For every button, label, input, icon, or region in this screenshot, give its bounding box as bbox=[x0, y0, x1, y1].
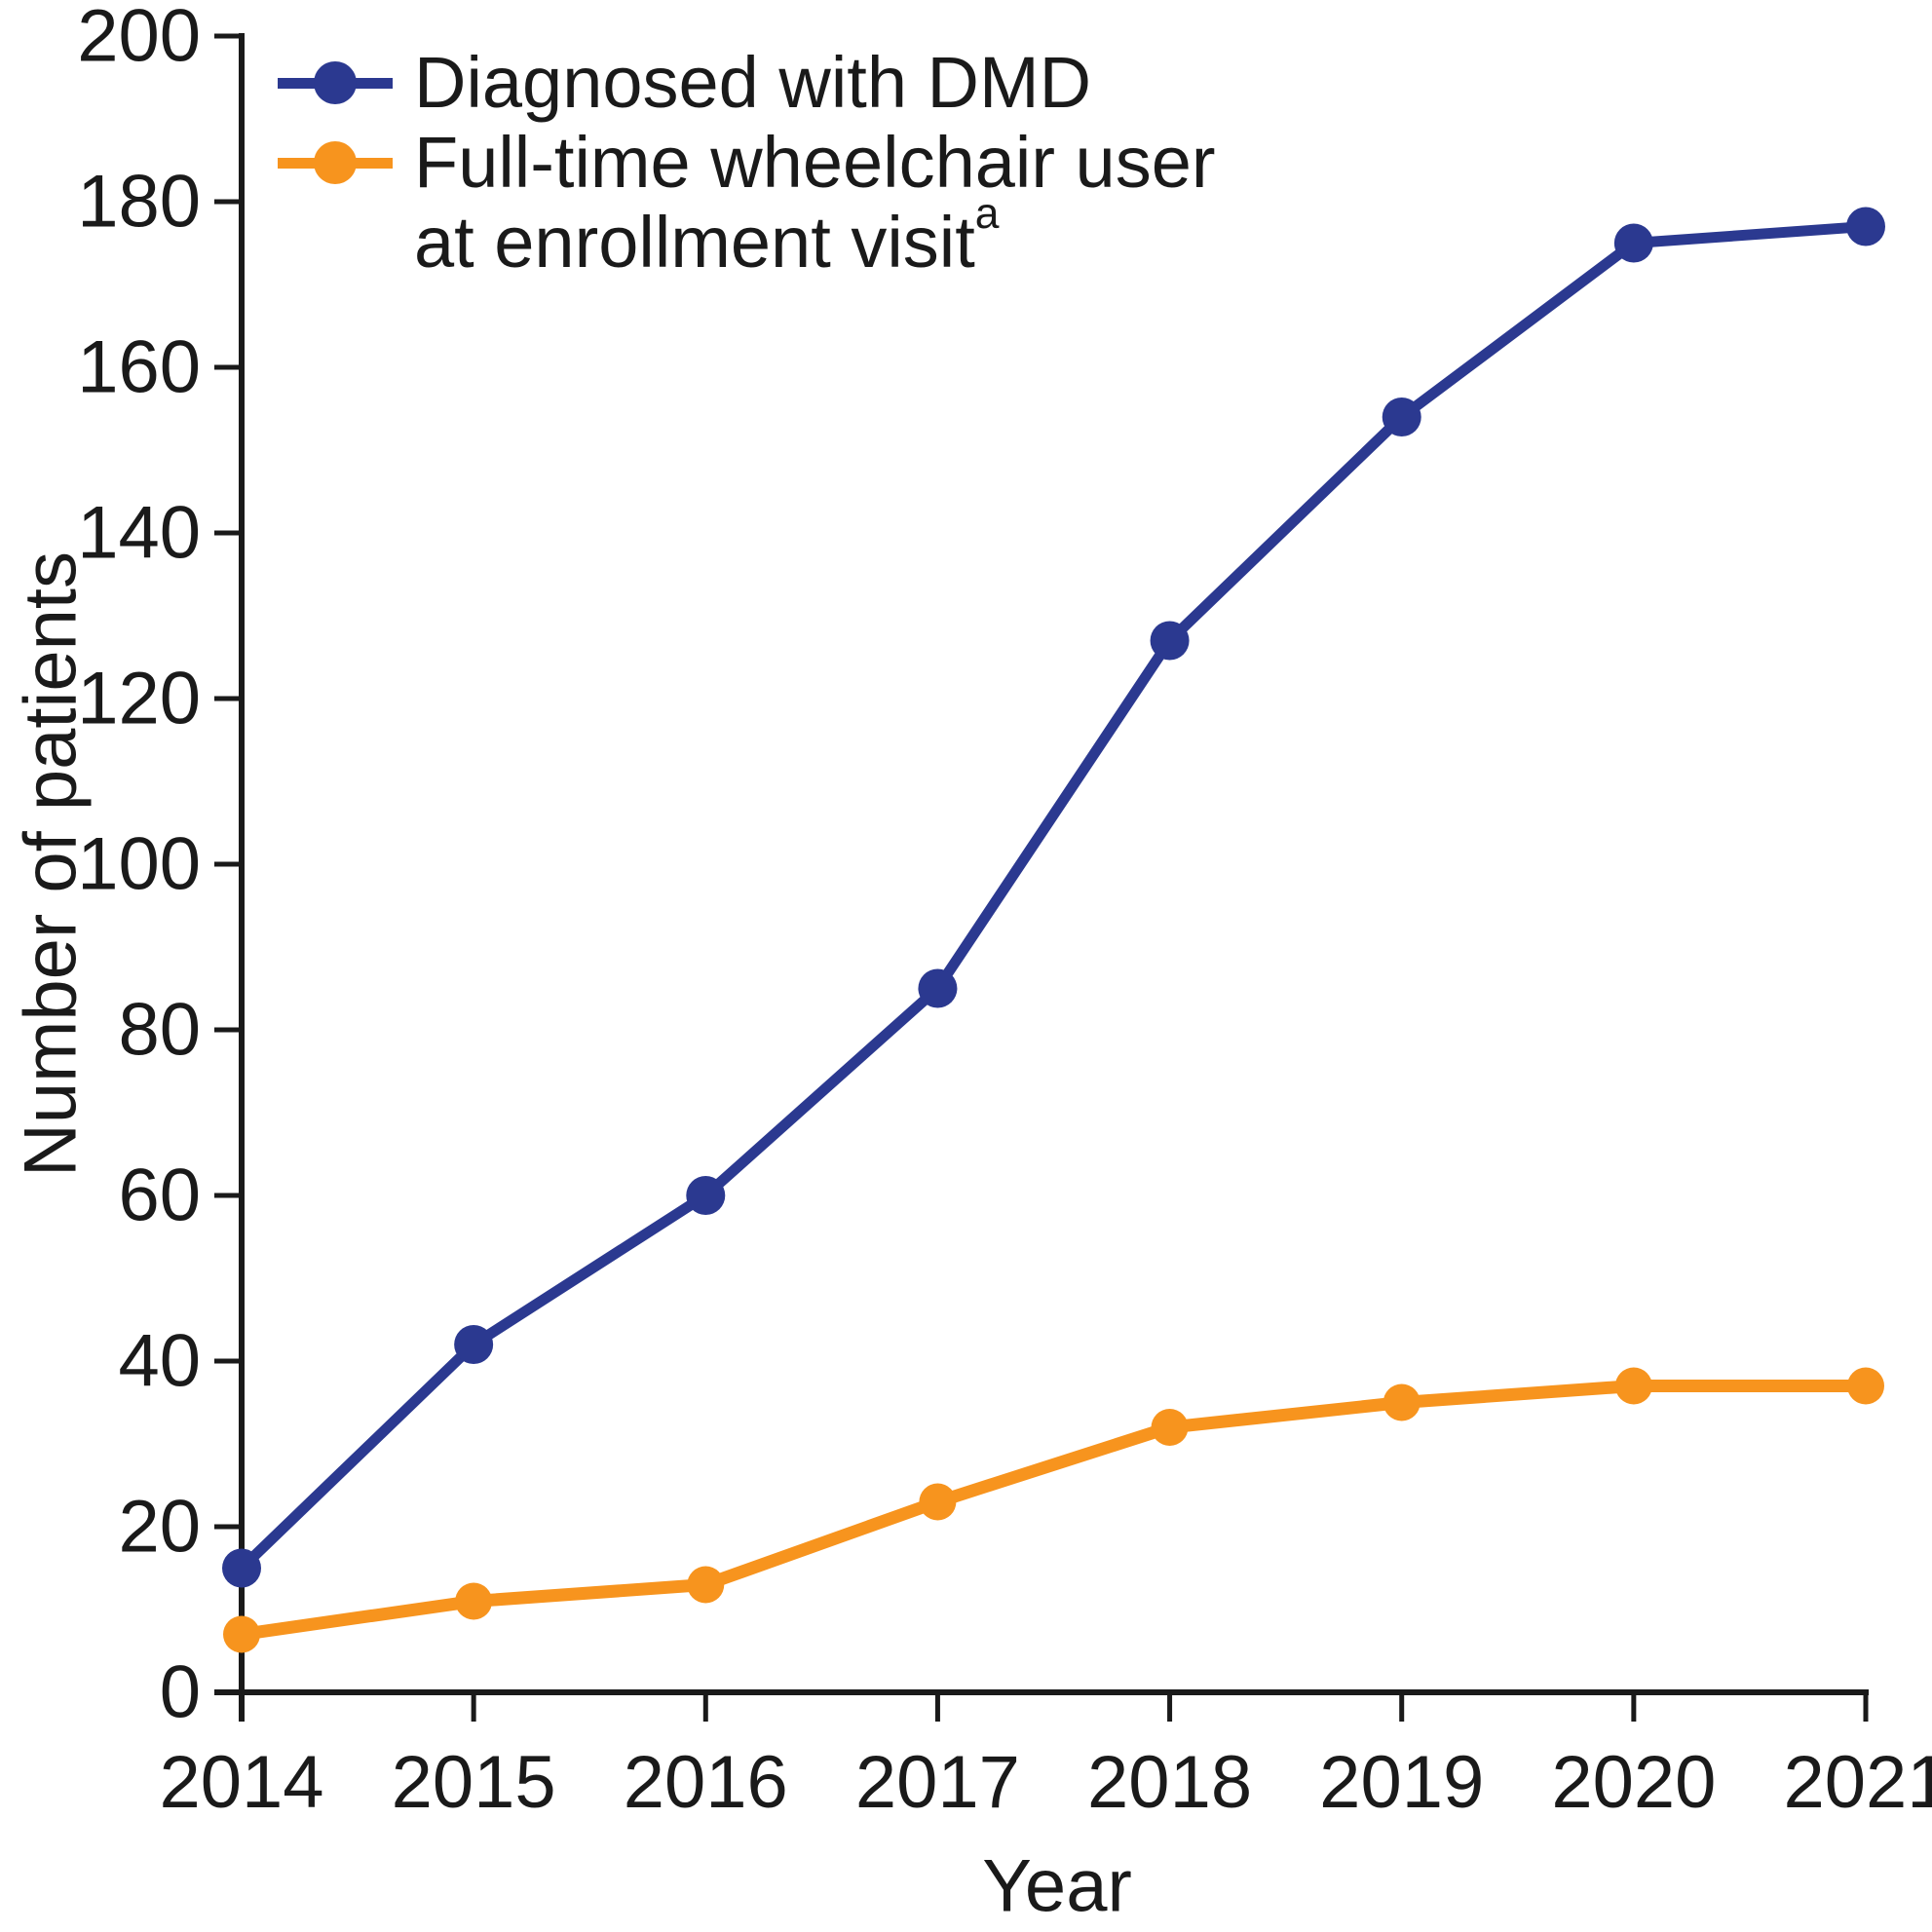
legend-dot-blue bbox=[314, 61, 357, 104]
data-point-full-time-wheelchair-user-at-enrollment-visit--2018 bbox=[1151, 1409, 1189, 1446]
y-tick-label: 140 bbox=[77, 492, 201, 575]
x-axis-title: Year bbox=[982, 1844, 1132, 1928]
legend-superscript-a: a bbox=[974, 189, 1000, 238]
y-tick-label: 180 bbox=[77, 161, 201, 244]
legend-label-diagnosed-text: Diagnosed with DMD bbox=[414, 42, 1092, 123]
x-tick-label: 2015 bbox=[392, 1741, 556, 1824]
x-tick-label: 2021 bbox=[1783, 1741, 1932, 1824]
data-point-diagnosed-with-dmd-2019 bbox=[1382, 398, 1421, 436]
y-tick-label: 80 bbox=[118, 989, 201, 1072]
legend-marker-orange-icon bbox=[278, 123, 393, 203]
y-axis-title: Number of patients bbox=[9, 550, 93, 1178]
y-tick-label: 0 bbox=[160, 1651, 201, 1734]
data-point-diagnosed-with-dmd-2018 bbox=[1150, 621, 1190, 661]
x-tick-label: 2020 bbox=[1551, 1741, 1716, 1824]
x-tick-label: 2019 bbox=[1319, 1741, 1484, 1824]
legend: Diagnosed with DMD Full-time wheelchair … bbox=[278, 43, 1216, 283]
y-tick-label: 60 bbox=[118, 1155, 201, 1237]
y-tick-label: 40 bbox=[118, 1320, 201, 1403]
x-tick-label: 2017 bbox=[855, 1741, 1020, 1824]
data-point-diagnosed-with-dmd-2016 bbox=[686, 1176, 726, 1215]
legend-entry-wheelchair: Full-time wheelchair user at enrollment … bbox=[278, 123, 1216, 283]
legend-marker-blue-icon bbox=[278, 43, 393, 123]
series-line-diagnosed-with-dmd bbox=[238, 221, 1867, 1572]
x-tick-label: 2018 bbox=[1087, 1741, 1252, 1824]
x-tick-label: 2016 bbox=[624, 1741, 788, 1824]
series-line-full-time-wheelchair-user-at-enrollment-visit- bbox=[241, 1380, 1866, 1641]
data-point-diagnosed-with-dmd-2020 bbox=[1613, 223, 1653, 263]
y-tick-label: 200 bbox=[77, 0, 201, 78]
data-point-full-time-wheelchair-user-at-enrollment-visit--2016 bbox=[687, 1566, 725, 1604]
y-tick-label: 100 bbox=[77, 823, 201, 906]
data-point-full-time-wheelchair-user-at-enrollment-visit--2021 bbox=[1847, 1367, 1884, 1405]
legend-dot-orange bbox=[314, 141, 357, 184]
data-point-full-time-wheelchair-user-at-enrollment-visit--2020 bbox=[1614, 1367, 1652, 1405]
data-point-diagnosed-with-dmd-2021 bbox=[1846, 207, 1885, 246]
legend-label-wheelchair-line2: at enrollment visit bbox=[414, 202, 975, 283]
legend-entry-diagnosed: Diagnosed with DMD bbox=[278, 43, 1216, 123]
data-point-full-time-wheelchair-user-at-enrollment-visit--2014 bbox=[223, 1615, 260, 1653]
data-point-full-time-wheelchair-user-at-enrollment-visit--2015 bbox=[455, 1582, 493, 1620]
data-point-full-time-wheelchair-user-at-enrollment-visit--2017 bbox=[919, 1483, 957, 1521]
legend-label-diagnosed: Diagnosed with DMD bbox=[414, 43, 1091, 123]
data-point-diagnosed-with-dmd-2015 bbox=[454, 1325, 494, 1364]
y-tick-label: 120 bbox=[77, 658, 201, 740]
legend-label-wheelchair: Full-time wheelchair user at enrollment … bbox=[414, 123, 1216, 283]
legend-label-wheelchair-line1: Full-time wheelchair user bbox=[414, 122, 1216, 203]
x-tick-label: 2014 bbox=[159, 1741, 323, 1824]
y-tick-label: 160 bbox=[77, 326, 201, 409]
data-point-diagnosed-with-dmd-2017 bbox=[918, 968, 958, 1008]
data-point-full-time-wheelchair-user-at-enrollment-visit--2019 bbox=[1383, 1383, 1421, 1421]
y-tick-label: 20 bbox=[118, 1486, 201, 1569]
data-point-diagnosed-with-dmd-2014 bbox=[222, 1548, 261, 1588]
